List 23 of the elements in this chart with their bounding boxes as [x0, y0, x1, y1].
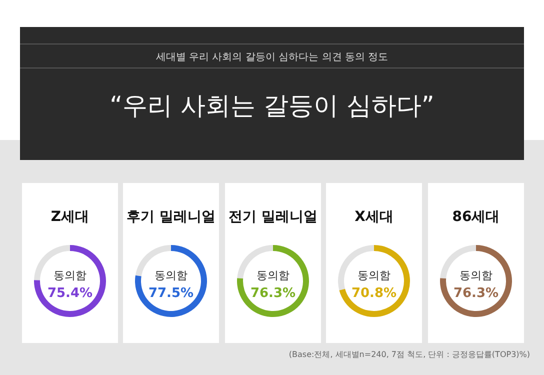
slice-label: 동의함 [460, 269, 492, 282]
slice-label: 동의함 [154, 269, 188, 282]
data-label: 75.4% [47, 286, 93, 301]
slice-label: 동의함 [256, 269, 290, 282]
text: (Base:전체, 세대별n=240, 7점 척도, 단위 : 긍정응답률(TOP3)%) [288, 350, 530, 359]
donut-slice [339, 245, 410, 317]
data-label: 76.3% [453, 286, 499, 301]
text: “우리 사회는 갈등이 심하다” [110, 91, 434, 120]
data-label: 70.8% [351, 286, 397, 301]
slice-label: 동의함 [54, 269, 86, 282]
donut-slice [34, 245, 106, 317]
chart-title: 전기 밀레니얼 [228, 209, 318, 225]
data-label: 76.3% [250, 286, 296, 301]
donut-slice [135, 245, 207, 317]
chart-title: 86세대 [452, 209, 500, 225]
text: 세대별 우리 사회의 갈등이 심하다는 의견 동의 정도 [156, 52, 388, 63]
data-label: 77.5% [148, 286, 194, 301]
chart-title: X세대 [354, 209, 394, 225]
donut-slice [237, 245, 309, 317]
slice-label: 동의함 [358, 269, 390, 282]
chart-title: Z세대 [50, 209, 90, 225]
donut-slice [440, 245, 512, 317]
chart-title: 후기 밀레니얼 [126, 209, 216, 225]
